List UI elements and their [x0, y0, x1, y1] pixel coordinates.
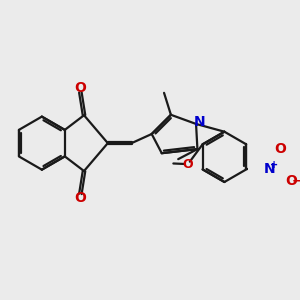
Text: O: O [74, 191, 86, 206]
Text: N: N [264, 162, 276, 176]
Text: O: O [74, 81, 86, 95]
Text: +: + [271, 160, 279, 170]
Text: −: − [292, 175, 300, 188]
Text: O: O [183, 158, 193, 171]
Text: O: O [274, 142, 286, 156]
Text: N: N [194, 115, 206, 129]
Text: O: O [285, 174, 297, 188]
